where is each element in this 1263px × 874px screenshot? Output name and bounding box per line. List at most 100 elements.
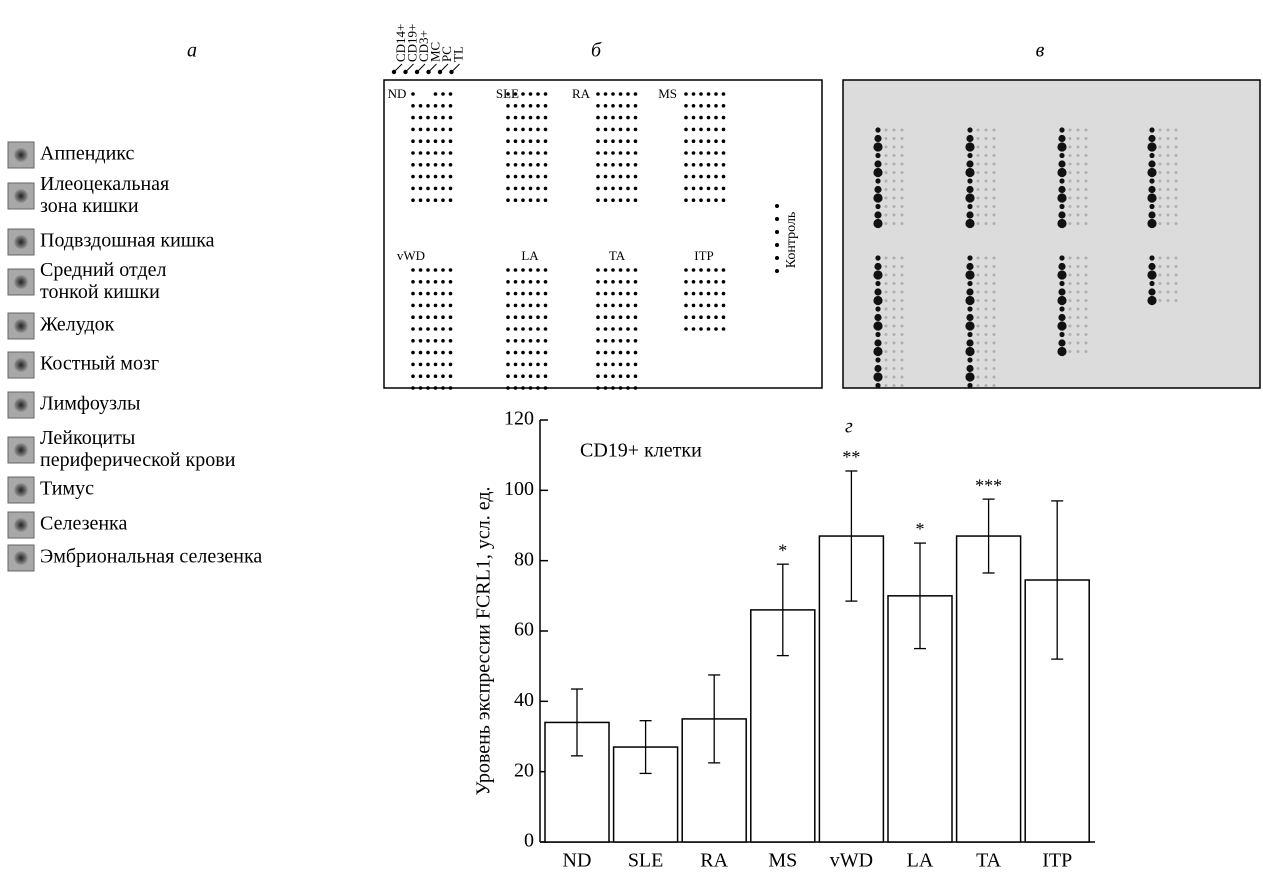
blot-spot <box>1069 291 1072 294</box>
blot-spot <box>1167 129 1170 132</box>
blot-spot <box>1069 316 1072 319</box>
dot <box>626 175 630 179</box>
blot-spot <box>1069 274 1072 277</box>
dot <box>426 128 430 132</box>
dot <box>529 163 533 167</box>
blot-spot <box>966 135 973 142</box>
blot-spot <box>1069 146 1072 149</box>
dot <box>521 163 525 167</box>
y-tick-label: 0 <box>524 830 534 852</box>
x-tick-label: ITP <box>1042 850 1072 872</box>
dot <box>699 280 703 284</box>
dot <box>529 198 533 202</box>
dot <box>441 292 445 296</box>
dot <box>634 386 638 390</box>
dot <box>529 139 533 143</box>
blot-spot <box>874 135 881 142</box>
dot <box>506 363 510 367</box>
blot-spot <box>977 222 980 225</box>
dot <box>596 268 600 272</box>
blot-spot <box>985 359 988 362</box>
dot <box>684 175 688 179</box>
dot <box>514 116 518 120</box>
dot <box>722 151 726 155</box>
x-tick-label: RA <box>700 850 728 872</box>
blot-spot <box>966 365 973 372</box>
dot <box>692 92 696 96</box>
dot <box>604 292 608 296</box>
dot <box>514 327 518 331</box>
blot-spot <box>885 265 888 268</box>
dot <box>544 128 548 132</box>
dot <box>707 151 711 155</box>
dot <box>411 116 415 120</box>
blot-spot <box>901 342 904 345</box>
dot <box>611 304 615 308</box>
blot-spot <box>901 376 904 379</box>
blot-spot <box>873 193 882 202</box>
blot-spot <box>985 299 988 302</box>
dot <box>699 175 703 179</box>
dot <box>434 104 438 108</box>
dot <box>506 304 510 308</box>
blot-spot <box>875 383 880 388</box>
dot <box>699 104 703 108</box>
blot-spot <box>977 342 980 345</box>
dot <box>529 187 533 191</box>
blot-spot <box>1159 282 1162 285</box>
blot-spot <box>1175 222 1178 225</box>
dot <box>596 116 600 120</box>
blot-spot <box>985 214 988 217</box>
blot-spot <box>967 332 972 337</box>
blot-spot <box>993 367 996 370</box>
blot-spot <box>966 288 973 295</box>
dot <box>449 327 453 331</box>
tissue-label: Костный мозг <box>40 353 159 375</box>
blot-spot <box>1077 154 1080 157</box>
dot <box>611 327 615 331</box>
dot <box>684 116 688 120</box>
blot-spot <box>1057 193 1066 202</box>
dot <box>692 268 696 272</box>
dot <box>514 363 518 367</box>
dot <box>506 151 510 155</box>
dot <box>529 128 533 132</box>
dot <box>699 187 703 191</box>
blot-spot <box>1058 135 1065 142</box>
dot <box>514 292 518 296</box>
dot <box>434 339 438 343</box>
dot <box>536 292 540 296</box>
blot-spot <box>1175 129 1178 132</box>
blot-spot <box>1149 178 1154 183</box>
dot <box>411 363 415 367</box>
dot <box>714 116 718 120</box>
dot <box>441 163 445 167</box>
blot-spot <box>993 308 996 311</box>
dot <box>419 175 423 179</box>
blot-spot <box>977 265 980 268</box>
dot <box>419 363 423 367</box>
dot <box>521 175 525 179</box>
blot-spot <box>901 291 904 294</box>
dot <box>722 116 726 120</box>
dot <box>619 268 623 272</box>
dot <box>611 268 615 272</box>
blot-spot <box>1085 171 1088 174</box>
dot <box>506 327 510 331</box>
blot-spot <box>893 274 896 277</box>
dot <box>544 292 548 296</box>
blot-spot <box>901 171 904 174</box>
blot-spot <box>1077 214 1080 217</box>
dot <box>529 339 533 343</box>
blot-spot <box>1167 137 1170 140</box>
blot-spot <box>893 333 896 336</box>
blot-spot <box>1159 137 1162 140</box>
dot <box>611 128 615 132</box>
blot-spot <box>1175 257 1178 260</box>
blot-spot <box>977 291 980 294</box>
blot-spot <box>1159 171 1162 174</box>
blot-spot <box>966 211 973 218</box>
dot <box>634 104 638 108</box>
blot-spot <box>993 154 996 157</box>
dot <box>521 339 525 343</box>
